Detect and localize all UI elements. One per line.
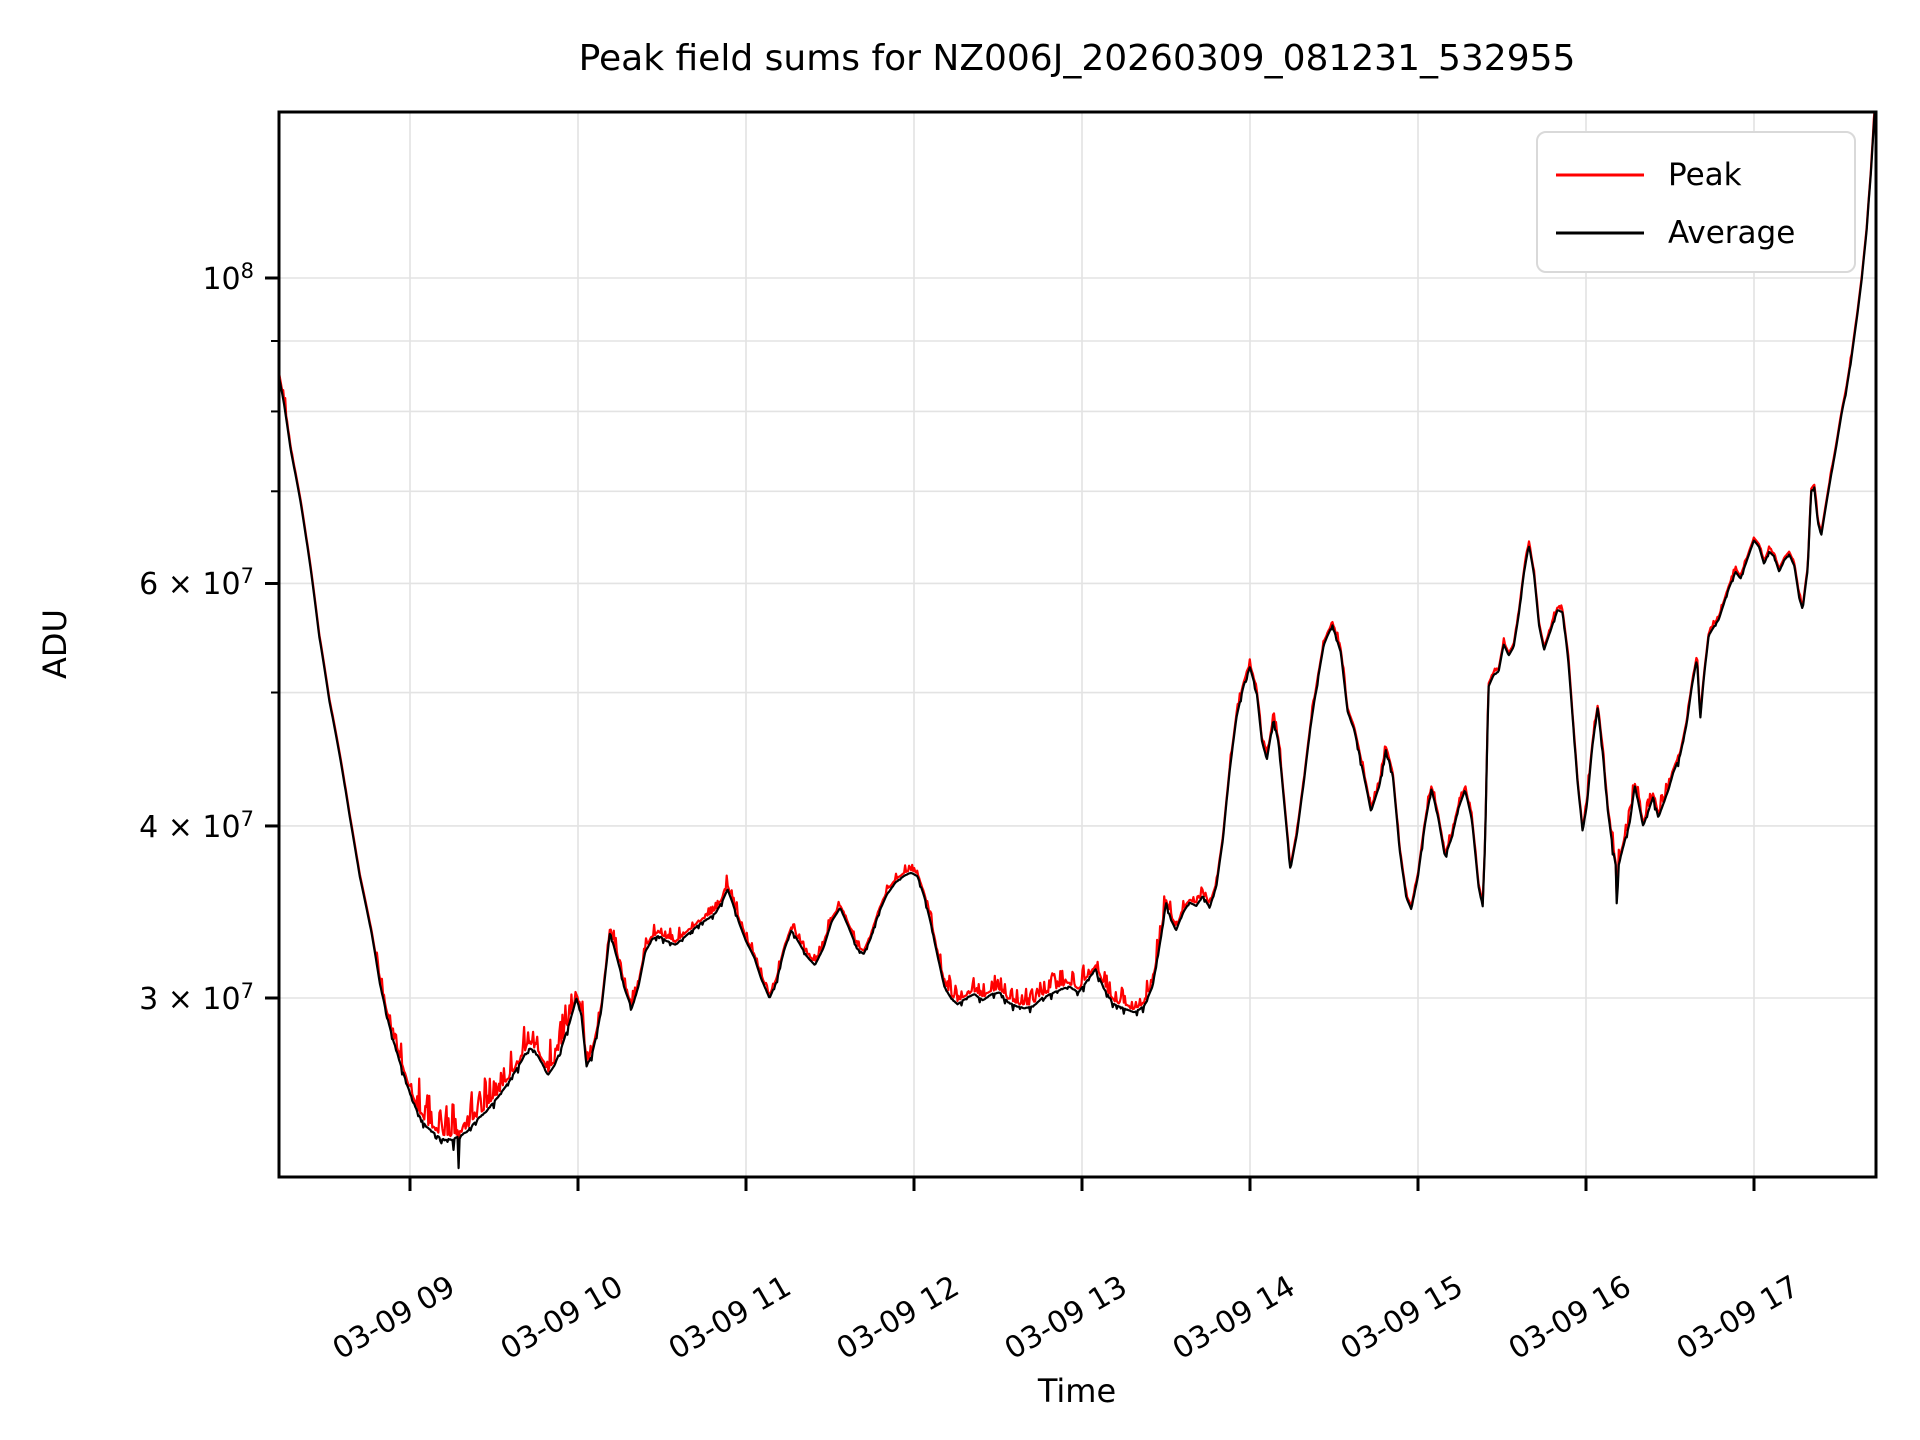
- y-tick-label: 4 × 107: [139, 806, 254, 845]
- y-tick-label: 3 × 107: [139, 979, 254, 1017]
- axis-frame: [277, 110, 1878, 1179]
- legend: Peak Average: [1536, 131, 1856, 273]
- average-line: [279, 112, 1876, 1170]
- legend-item: Average: [1538, 203, 1854, 263]
- y-axis-label: ADU: [36, 609, 74, 679]
- legend-line-swatch: [1556, 173, 1644, 177]
- y-tick-label: 6 × 107: [139, 564, 254, 603]
- legend-label: Average: [1668, 215, 1796, 251]
- legend-item: Peak: [1538, 145, 1854, 205]
- y-tick-label: 108: [202, 259, 254, 297]
- x-axis-label: Time: [1037, 1372, 1117, 1410]
- chart-title: Peak field sums for NZ006J_20260309_0812…: [578, 38, 1576, 79]
- legend-line-swatch: [1556, 231, 1644, 235]
- legend-label: Peak: [1668, 157, 1742, 193]
